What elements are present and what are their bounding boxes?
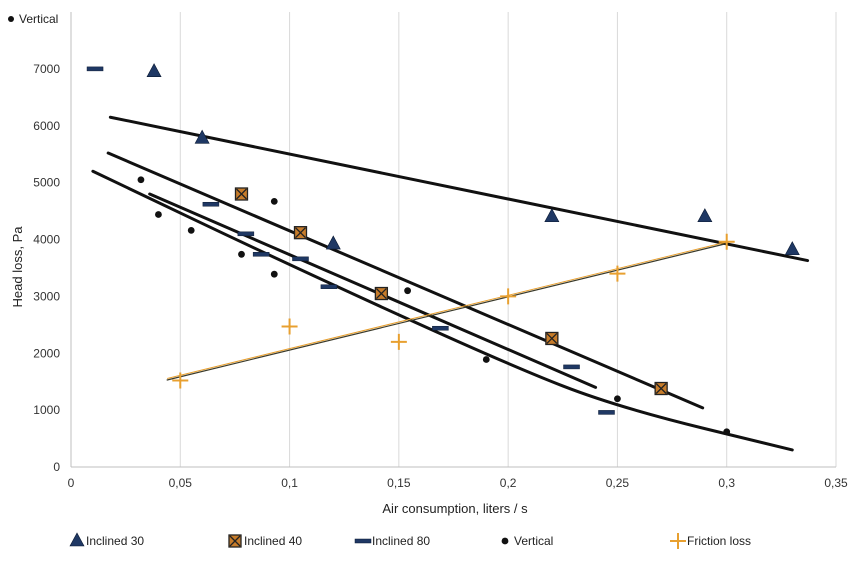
point-inclined-40: [545, 331, 559, 346]
y-axis-title: Head loss, Pa: [10, 226, 25, 308]
point-inclined-30: [194, 129, 210, 144]
point-vertical: [270, 270, 278, 278]
point-inclined-30: [544, 208, 560, 223]
x-tick-label: 0,35: [824, 476, 848, 490]
point-friction-loss: [172, 372, 189, 389]
legend-marker-inclined-40: [228, 534, 242, 548]
x-tick-label: 0,25: [606, 476, 630, 490]
point-vertical: [187, 227, 195, 234]
point-inclined-40-cross: [655, 383, 667, 394]
legend-marker-inclined-30: [69, 532, 85, 547]
point-inclined-40-cross: [546, 333, 558, 344]
point-inclined-80: [563, 364, 580, 370]
x-tick-label: 0,1: [281, 476, 298, 490]
y-tick-label: 0: [53, 460, 60, 474]
data-points: [86, 63, 800, 436]
top-legend-marker: [8, 16, 14, 22]
point-inclined-30: [697, 208, 713, 223]
trend-line: [167, 241, 727, 379]
y-tick-label: 3000: [33, 289, 60, 303]
point-inclined-80: [237, 231, 255, 237]
point-inclined-30: [146, 63, 162, 78]
legend-label-inclined-30: Inclined 30: [86, 534, 144, 548]
x-tick-label: 0: [68, 476, 75, 490]
trend-line: [91, 169, 794, 452]
x-tick-label: 0,3: [718, 476, 735, 490]
point-inclined-80: [86, 66, 104, 72]
legend: Inclined 30 Inclined 40 Inclined 80 Vertica…: [69, 532, 751, 549]
point-inclined-80: [432, 325, 449, 331]
point-vertical: [137, 176, 145, 184]
trend-line: [108, 115, 810, 263]
point-vertical: [155, 211, 162, 218]
legend-label-friction-loss: Friction loss: [687, 534, 751, 548]
point-vertical: [404, 287, 411, 295]
trend-lines: [91, 115, 810, 452]
trend-line: [106, 151, 705, 410]
axes: [70, 12, 836, 468]
point-vertical: [614, 395, 621, 403]
legend-label-inclined-80: Inclined 80: [372, 534, 430, 548]
point-inclined-80: [598, 410, 615, 415]
point-inclined-30: [784, 241, 800, 256]
point-inclined-30: [325, 235, 341, 250]
x-axis-title: Air consumption, liters / s: [382, 501, 528, 516]
point-inclined-40-cross: [375, 288, 387, 299]
gridlines: [179, 12, 837, 467]
x-tick-label: 0,2: [500, 476, 517, 490]
legend-marker-friction-loss: [670, 533, 686, 549]
point-vertical: [482, 356, 490, 363]
legend-label-vertical: Vertical: [514, 534, 553, 548]
point-vertical: [270, 197, 278, 205]
point-friction-loss: [718, 233, 735, 250]
y-tick-label: 2000: [33, 346, 60, 360]
legend-marker-inclined-80: [354, 538, 372, 544]
point-inclined-80: [252, 252, 270, 257]
point-inclined-40: [374, 286, 389, 301]
legend-marker-inclined-40-cross: [229, 535, 241, 547]
point-friction-loss: [281, 318, 298, 335]
y-tick-label: 7000: [33, 62, 60, 76]
tick-labels: 0 0,05 0,1 0,15 0,2 0,25 0,3 0,35 0 1000 2000 3000 4…: [33, 62, 848, 490]
point-inclined-40-cross: [236, 188, 247, 200]
point-inclined-80: [292, 256, 309, 262]
point-inclined-40: [654, 381, 668, 396]
point-inclined-40: [293, 226, 308, 240]
y-tick-label: 1000: [33, 403, 60, 417]
top-legend: Vertical: [8, 12, 58, 26]
x-tick-label: 0,15: [387, 476, 411, 490]
legend-label-inclined-40: Inclined 40: [244, 534, 302, 548]
legend-marker-vertical: [501, 537, 509, 545]
y-tick-label: 6000: [33, 119, 60, 133]
point-inclined-40: [234, 187, 249, 201]
point-friction-loss: [609, 265, 626, 282]
point-vertical: [723, 428, 731, 436]
trend-line: [148, 192, 598, 389]
top-legend-label: Vertical: [19, 12, 58, 26]
point-friction-loss: [500, 288, 517, 305]
point-inclined-80: [320, 284, 338, 289]
y-tick-label: 5000: [33, 176, 60, 190]
point-inclined-40-cross: [295, 227, 306, 239]
trend-line: [166, 242, 728, 381]
point-vertical: [238, 250, 245, 258]
point-inclined-80: [202, 201, 220, 207]
y-tick-label: 4000: [33, 233, 60, 247]
point-friction-loss: [390, 333, 407, 350]
x-tick-label: 0,05: [169, 476, 193, 490]
